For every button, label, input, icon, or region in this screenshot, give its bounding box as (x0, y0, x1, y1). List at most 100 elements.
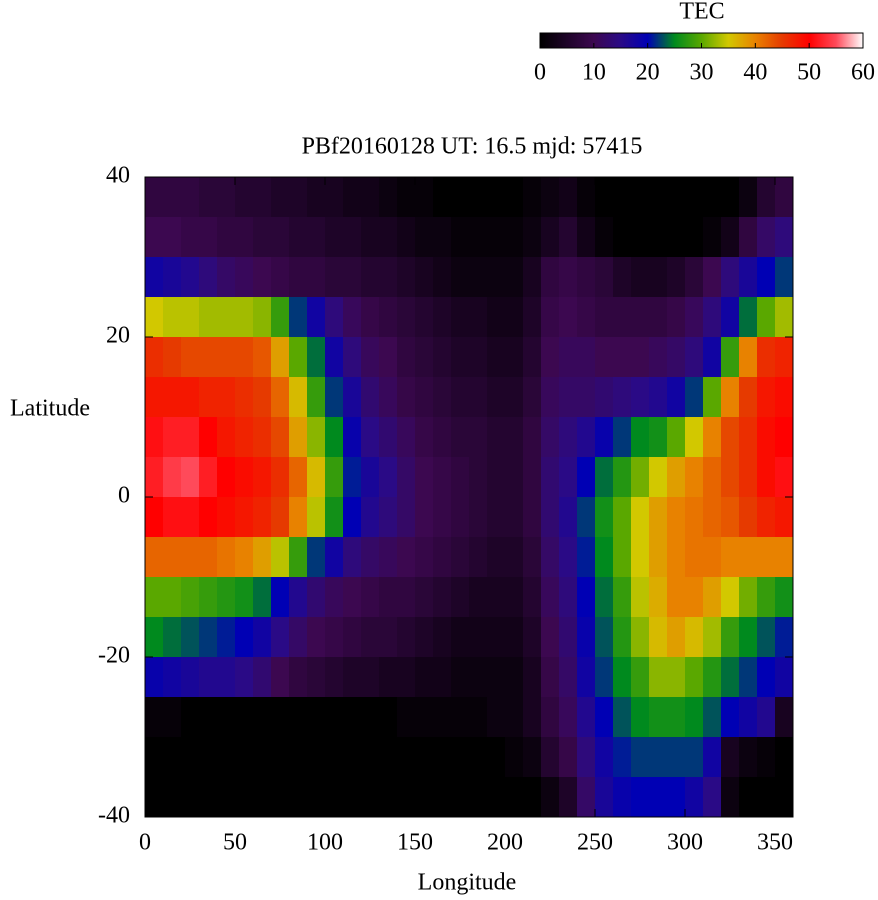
heat-cell (487, 417, 506, 458)
heat-cell (325, 577, 344, 618)
heat-cell (199, 377, 218, 418)
heat-cell (307, 217, 326, 258)
heat-cell (649, 377, 668, 418)
heat-cell (685, 537, 704, 578)
heat-cell (379, 457, 398, 498)
heat-cell (595, 577, 614, 618)
heat-cell (451, 737, 470, 778)
heat-cell (307, 617, 326, 658)
heat-cell (469, 697, 488, 738)
heat-cell (235, 657, 254, 698)
heat-cell (181, 657, 200, 698)
heat-cell (595, 337, 614, 378)
heat-cell (649, 297, 668, 338)
heat-cell (289, 777, 308, 818)
colorbar-tick-label: 40 (743, 60, 767, 86)
heat-cell (235, 457, 254, 498)
heat-cell (703, 177, 722, 218)
heat-cell (667, 537, 686, 578)
heat-cell (253, 457, 272, 498)
heat-cell (235, 297, 254, 338)
heat-cell (559, 257, 578, 298)
heat-cell (685, 297, 704, 338)
heat-cell (469, 657, 488, 698)
heat-cell (181, 337, 200, 378)
heat-cell (235, 377, 254, 418)
heat-cell (775, 537, 794, 578)
heat-cell (199, 697, 218, 738)
heat-cell (631, 337, 650, 378)
heat-cell (505, 737, 524, 778)
heat-cell (199, 537, 218, 578)
heat-cell (379, 417, 398, 458)
heat-cell (505, 457, 524, 498)
heat-cell (757, 577, 776, 618)
heat-cell (361, 497, 380, 538)
heat-cell (415, 377, 434, 418)
heat-cell (433, 337, 452, 378)
heat-cell (325, 417, 344, 458)
heat-cell (163, 497, 182, 538)
colorbar-tick-label: 60 (851, 60, 875, 86)
heat-cell (541, 697, 560, 738)
heat-cell (343, 417, 362, 458)
heat-cell (757, 457, 776, 498)
heat-cell (307, 497, 326, 538)
heat-cell (325, 737, 344, 778)
heat-cell (361, 737, 380, 778)
heat-cell (739, 737, 758, 778)
heat-cell (199, 337, 218, 378)
heat-cell (361, 777, 380, 818)
heat-cell (577, 617, 596, 658)
heat-cell (343, 697, 362, 738)
heat-cell (307, 177, 326, 218)
heat-cell (523, 177, 542, 218)
heat-cell (433, 617, 452, 658)
heat-cell (163, 537, 182, 578)
heat-cell (361, 377, 380, 418)
heat-cell (631, 177, 650, 218)
heat-cell (577, 657, 596, 698)
heat-cell (559, 777, 578, 818)
heat-cell (613, 497, 632, 538)
heat-cell (721, 417, 740, 458)
heat-cell (757, 777, 776, 818)
heat-cell (325, 697, 344, 738)
heat-cell (703, 577, 722, 618)
heat-cell (505, 417, 524, 458)
heat-cell (217, 657, 236, 698)
heat-cell (253, 177, 272, 218)
heat-cell (667, 737, 686, 778)
heat-cell (289, 177, 308, 218)
heat-cell (451, 217, 470, 258)
heat-cell (577, 337, 596, 378)
heat-cell (739, 217, 758, 258)
heat-cell (163, 417, 182, 458)
heat-cell (613, 777, 632, 818)
heat-cell (271, 697, 290, 738)
y-tick-label: 0 (118, 483, 130, 509)
heat-cell (559, 537, 578, 578)
heat-cell (631, 417, 650, 458)
heat-cell (289, 217, 308, 258)
heat-cell (361, 297, 380, 338)
heat-cell (271, 577, 290, 618)
heat-cell (505, 377, 524, 418)
heat-cell (325, 257, 344, 298)
heat-cell (775, 657, 794, 698)
heat-cell (307, 297, 326, 338)
heat-cell (163, 377, 182, 418)
heat-cell (469, 177, 488, 218)
heat-cell (253, 257, 272, 298)
heat-cell (397, 617, 416, 658)
heat-cell (721, 377, 740, 418)
heat-cell (163, 457, 182, 498)
heat-cell (595, 737, 614, 778)
heat-cell (433, 697, 452, 738)
heat-cell (163, 737, 182, 778)
heat-cell (415, 257, 434, 298)
heat-cell (145, 657, 164, 698)
heat-cell (235, 617, 254, 658)
heat-cell (613, 537, 632, 578)
heat-cell (343, 177, 362, 218)
